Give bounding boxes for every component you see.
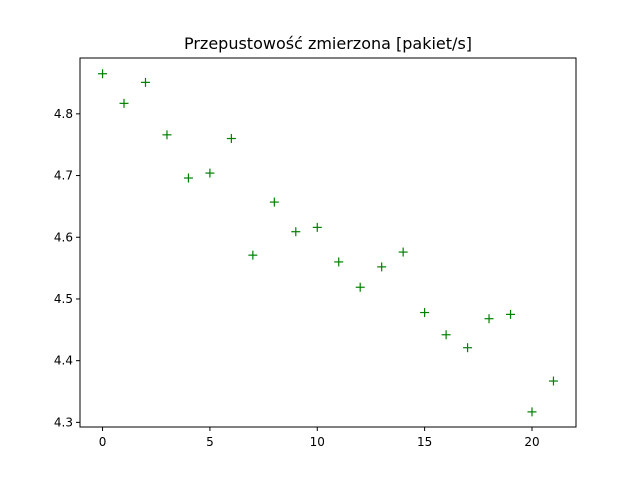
data-point: [334, 257, 344, 267]
x-tick-label: 10: [310, 435, 325, 449]
data-point: [119, 98, 129, 108]
plot-area-frame: [79, 57, 577, 428]
data-point: [226, 134, 236, 144]
y-tick-label: 4.7: [54, 169, 73, 183]
data-point: [248, 250, 258, 260]
data-point: [484, 314, 494, 324]
data-point: [98, 69, 108, 79]
data-point: [441, 330, 451, 340]
data-point: [377, 262, 387, 272]
data-point: [420, 308, 430, 318]
x-tick-label: 0: [99, 435, 107, 449]
y-axis: 4.3 4.4 4.5 4.6 4.7 4.8: [54, 107, 80, 429]
data-point: [183, 173, 193, 183]
data-point: [140, 77, 150, 87]
data-point: [312, 222, 322, 232]
y-tick-label: 4.4: [54, 354, 73, 368]
data-point: [527, 407, 537, 417]
y-tick-label: 4.3: [54, 415, 73, 429]
data-point: [506, 309, 516, 319]
y-tick-label: 4.6: [54, 230, 73, 244]
data-point: [398, 247, 408, 257]
y-tick-label: 4.8: [54, 107, 73, 121]
data-point: [269, 197, 279, 207]
data-series: [98, 69, 558, 417]
x-tick-label: 15: [417, 435, 432, 449]
x-tick-label: 5: [206, 435, 214, 449]
data-point: [463, 343, 473, 353]
x-axis: 0 5 10 15 20: [99, 427, 540, 449]
data-point: [548, 376, 558, 386]
data-point: [355, 282, 365, 292]
y-tick-label: 4.5: [54, 292, 73, 306]
chart-title: Przepustowość zmierzona [pakiet/s]: [184, 34, 472, 53]
data-point: [162, 130, 172, 140]
data-point: [205, 168, 215, 178]
data-point: [291, 227, 301, 237]
x-tick-label: 20: [524, 435, 539, 449]
